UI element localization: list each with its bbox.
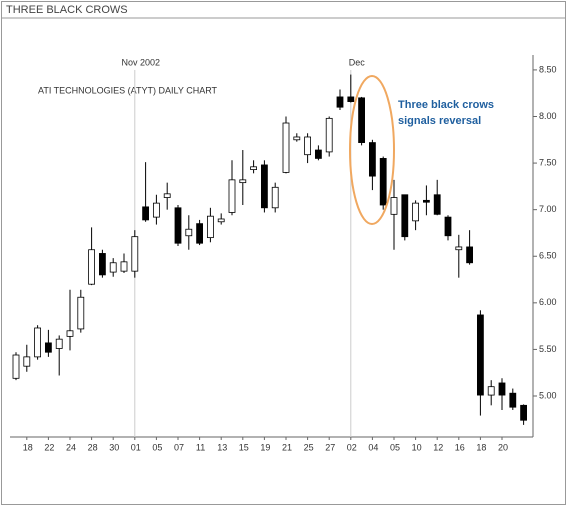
x-tick-label: 18 [23, 442, 33, 452]
candle-body [336, 96, 344, 108]
chart-subtitle: ATI TECHNOLOGIES (ATYT) DAILY CHART [38, 85, 218, 95]
candle-body [66, 330, 74, 337]
candle-body [498, 382, 506, 396]
candle-body [45, 342, 52, 353]
candle-body [271, 186, 279, 209]
candle-body [239, 179, 247, 184]
note: signals reversal [398, 115, 481, 127]
candle-body [109, 262, 117, 273]
x-tick-label: 05 [152, 442, 162, 452]
y-tick-label: 6.00 [539, 297, 557, 307]
candle-body [142, 206, 150, 221]
x-tick-label: 05 [390, 442, 400, 452]
y-tick-label: 5.00 [539, 390, 557, 400]
chart-title: THREE BLACK CROWS [6, 4, 128, 16]
x-tick-label: 16 [455, 442, 465, 452]
candle-body [196, 223, 204, 244]
candle-body [520, 404, 527, 421]
candle-body [314, 149, 322, 159]
marker-label: Dec [349, 57, 366, 67]
y-tick-label: 7.00 [539, 204, 557, 214]
x-tick-label: 15 [239, 442, 249, 452]
candle-body [55, 338, 63, 349]
y-tick-label: 8.50 [539, 64, 557, 74]
x-tick-label: 13 [217, 442, 227, 452]
note: Three black crows [398, 99, 494, 111]
y-tick-label: 6.50 [539, 251, 557, 261]
x-tick-label: 04 [368, 442, 378, 452]
candle-body [358, 97, 366, 143]
x-tick-label: 21 [282, 442, 292, 452]
candle-body [390, 197, 398, 215]
candle-body [163, 193, 171, 198]
candle-body [88, 249, 95, 285]
candle-body [422, 199, 430, 203]
x-tick-label: 01 [131, 442, 141, 452]
candle-body [260, 164, 268, 209]
candle-body [455, 246, 463, 251]
candle-body [34, 327, 41, 358]
candle-body [152, 202, 160, 218]
candle-body [412, 202, 420, 222]
candle-body [347, 96, 355, 102]
x-tick-label: 28 [88, 442, 98, 452]
candle-body [120, 261, 128, 272]
candle-body [185, 228, 193, 237]
x-tick-label: 11 [196, 442, 205, 452]
x-tick-label: 20 [498, 442, 508, 452]
candle-body [282, 122, 290, 173]
candle-body [250, 166, 258, 170]
x-tick-label: 24 [66, 442, 76, 452]
candle-body [12, 354, 20, 379]
candle-body [487, 386, 495, 396]
candle-body [228, 179, 236, 213]
candle-body [77, 296, 85, 330]
candle-body [401, 194, 409, 238]
x-tick-label: 30 [109, 442, 119, 452]
y-tick-label: 5.50 [539, 344, 557, 354]
candle-body [325, 117, 333, 153]
candle-body [476, 314, 484, 396]
candle-body [206, 215, 214, 239]
y-tick-label: 7.50 [539, 157, 557, 167]
x-tick-label: 18 [476, 442, 486, 452]
x-tick-label: 25 [304, 442, 314, 452]
x-tick-label: 22 [44, 442, 54, 452]
x-tick-label: 02 [347, 442, 357, 452]
candle-body [293, 136, 301, 141]
candle-body [99, 253, 106, 276]
x-tick-label: 27 [325, 442, 335, 452]
candle-body [217, 218, 225, 223]
x-tick-label: 19 [260, 442, 270, 452]
highlight-ellipse [349, 75, 395, 225]
candle-body [174, 207, 182, 244]
y-tick-label: 8.00 [539, 111, 557, 121]
marker-label: Nov 2002 [122, 57, 161, 67]
candle-body [433, 194, 441, 215]
candle-body [444, 216, 452, 237]
candle-body [23, 356, 31, 367]
candle-body [509, 392, 517, 408]
candle-body [304, 136, 312, 156]
x-tick-label: 10 [412, 442, 422, 452]
candle-body [379, 158, 387, 206]
x-tick-label: 07 [174, 442, 184, 452]
candle-body [368, 142, 376, 177]
candle-body [131, 236, 139, 272]
candle-body [466, 246, 474, 264]
x-tick-label: 12 [433, 442, 443, 452]
